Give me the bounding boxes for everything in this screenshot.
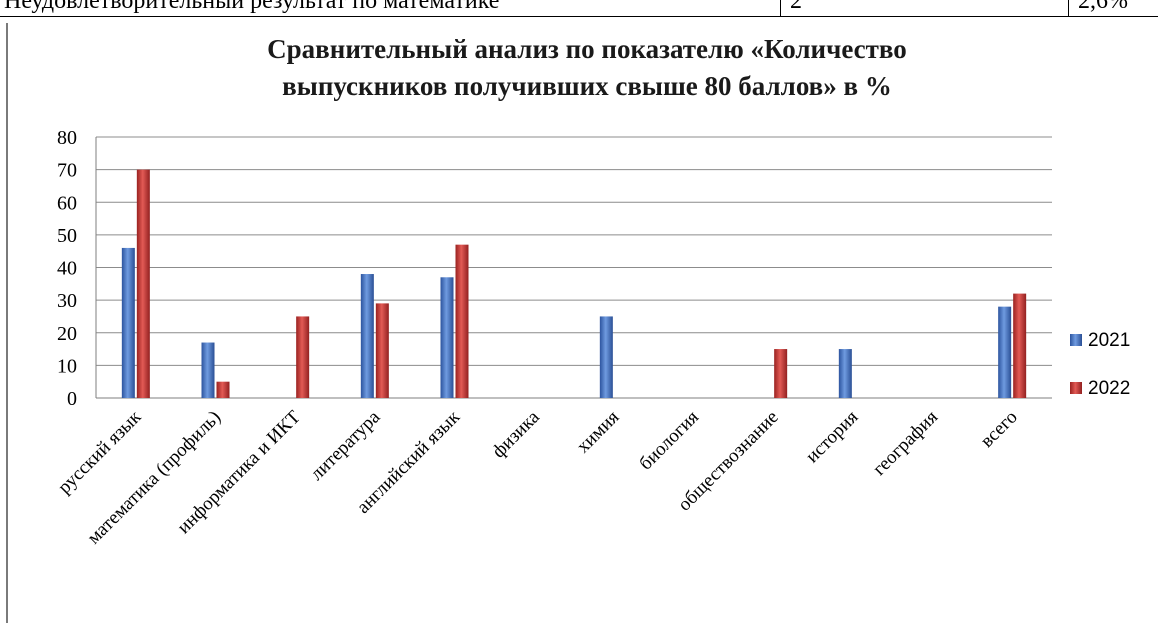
bar-2021: [440, 277, 454, 398]
y-tick-label: 20: [57, 323, 77, 345]
bar-2022: [216, 381, 230, 398]
table-divider: [1068, 0, 1069, 16]
y-tick-label: 50: [57, 225, 77, 247]
bar-2022: [375, 303, 389, 398]
y-tick-label: 30: [57, 290, 77, 312]
bar-2022: [1013, 293, 1027, 398]
x-tick-label: математика (профиль): [83, 407, 225, 549]
x-tick-label: география: [869, 407, 942, 480]
bar-2022: [455, 244, 469, 398]
y-tick-label: 0: [67, 388, 77, 410]
chart-title-line-1: Сравнительный анализ по показателю «Коли…: [267, 34, 907, 64]
bar-2022: [136, 169, 150, 398]
y-tick-label: 40: [57, 258, 77, 280]
x-tick-label: литература: [306, 406, 384, 484]
bar-2021: [998, 306, 1012, 398]
y-tick-label: 10: [57, 355, 77, 377]
bar-2022: [774, 349, 788, 398]
bar-2021: [121, 247, 135, 398]
bar-2022: [296, 316, 310, 398]
x-tick-label: история: [802, 407, 863, 468]
x-tick-label: физика: [488, 406, 544, 462]
legend-swatch-2022: [1070, 382, 1082, 394]
bar-2021: [201, 342, 215, 398]
x-tick-label: всего: [977, 407, 1022, 452]
y-tick-label: 70: [57, 160, 77, 182]
bar-2021: [360, 274, 374, 398]
table-cell: 2: [790, 0, 802, 14]
legend-label-2021: 2021: [1088, 330, 1130, 351]
table-row: Неудовлетворительный результат по матема…: [0, 0, 1158, 17]
y-tick-label: 80: [57, 127, 77, 149]
table-cell: 2,6%: [1078, 0, 1128, 14]
table-cell: Неудовлетворительный результат по матема…: [4, 0, 500, 14]
chart-title-line-2: выпускников получивших свыше 80 баллов» …: [282, 71, 892, 101]
x-tick-label: химия: [573, 407, 624, 458]
legend-label-2022: 2022: [1088, 378, 1130, 399]
bar-2021: [599, 316, 613, 398]
y-tick-label: 60: [57, 192, 77, 214]
legend-swatch-2021: [1070, 334, 1082, 346]
chart-frame: [6, 23, 1156, 623]
table-divider: [780, 0, 781, 16]
bar-2021: [838, 349, 852, 398]
x-tick-label: биология: [635, 407, 703, 475]
